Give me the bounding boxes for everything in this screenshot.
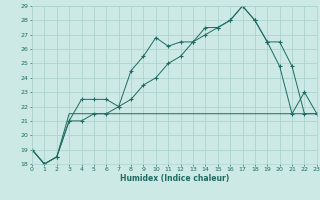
X-axis label: Humidex (Indice chaleur): Humidex (Indice chaleur) <box>120 174 229 183</box>
